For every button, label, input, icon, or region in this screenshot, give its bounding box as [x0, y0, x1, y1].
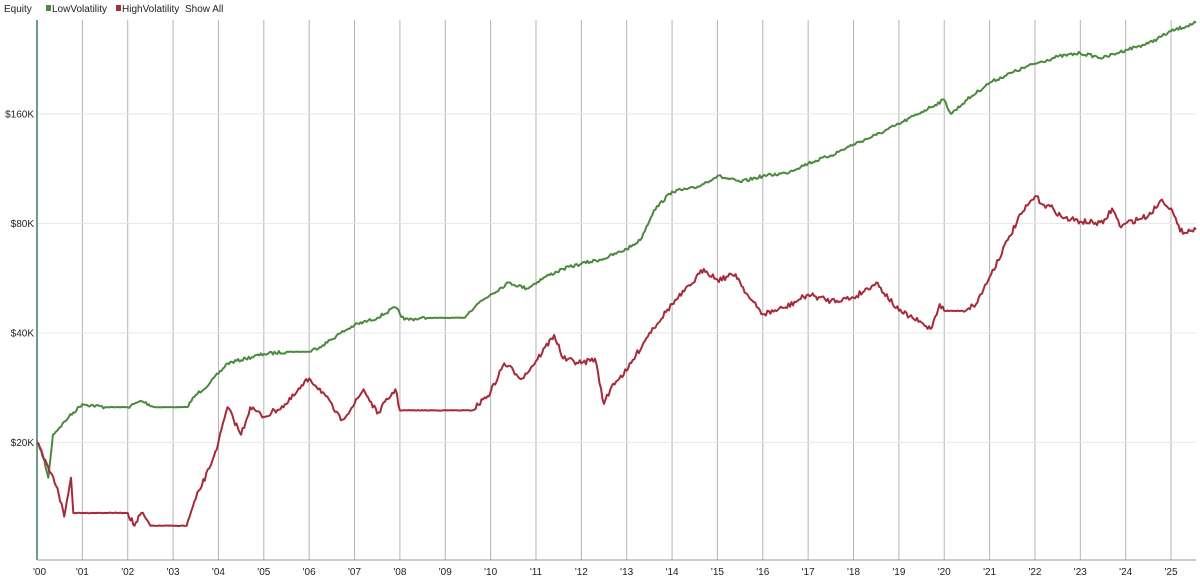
- x-tick-label: '17: [802, 567, 815, 578]
- x-tick-label: '16: [756, 567, 769, 578]
- legend-swatch-highvolatility: [116, 5, 121, 11]
- x-tick-label: '03: [167, 567, 180, 578]
- x-tick-label: '25: [1165, 567, 1178, 578]
- x-tick-label: '14: [666, 567, 679, 578]
- x-tick-label: '13: [620, 567, 633, 578]
- legend-title: Equity: [4, 4, 32, 15]
- x-tick-label: '21: [983, 567, 996, 578]
- y-tick-labels: $20K $40K $80K $160K: [5, 109, 34, 448]
- series-line-lowvolatility: [36, 20, 1197, 479]
- horizontal-gridlines: [37, 113, 1196, 443]
- x-tick-label: '07: [348, 567, 361, 578]
- x-tick-label: '22: [1028, 567, 1041, 578]
- x-tick-label: '05: [257, 567, 270, 578]
- x-tick-label: '18: [847, 567, 860, 578]
- x-tick-label: '02: [121, 567, 134, 578]
- x-tick-label: '19: [892, 567, 905, 578]
- legend-item-lowvolatility[interactable]: LowVolatility: [52, 4, 107, 15]
- x-tick-labels: '00 '01 '02 '03 '04 '05 '06 '07 '08 '09 '10 '11 '12 '…: [33, 567, 1178, 578]
- series-line-highvolatility: [36, 195, 1197, 527]
- x-tick-label: '01: [76, 567, 89, 578]
- x-tick-label: '09: [439, 567, 452, 578]
- x-tick-label: '00: [33, 567, 46, 578]
- x-tick-label: '15: [711, 567, 724, 578]
- x-tick-label: '20: [938, 567, 951, 578]
- show-all-button[interactable]: Show All: [185, 4, 223, 15]
- legend-swatch-lowvolatility: [46, 5, 51, 11]
- x-tick-label: '12: [575, 567, 588, 578]
- y-tick-label: $20K: [11, 438, 35, 449]
- y-tick-label: $40K: [11, 328, 35, 339]
- y-tick-label: $160K: [5, 109, 34, 120]
- x-tick-label: '11: [530, 567, 543, 578]
- legend: Equity LowVolatility HighVolatility Show…: [4, 4, 223, 15]
- x-tick-label: '24: [1119, 567, 1132, 578]
- series-layer: [36, 20, 1197, 527]
- y-tick-label: $80K: [11, 219, 35, 230]
- x-tick-label: '23: [1074, 567, 1087, 578]
- x-tick-label: '06: [303, 567, 316, 578]
- vertical-gridlines: [81, 20, 1172, 560]
- x-tick-label: '08: [393, 567, 406, 578]
- x-tick-label: '04: [212, 567, 225, 578]
- x-tick-label: '10: [484, 567, 497, 578]
- legend-item-highvolatility[interactable]: HighVolatility: [122, 4, 179, 15]
